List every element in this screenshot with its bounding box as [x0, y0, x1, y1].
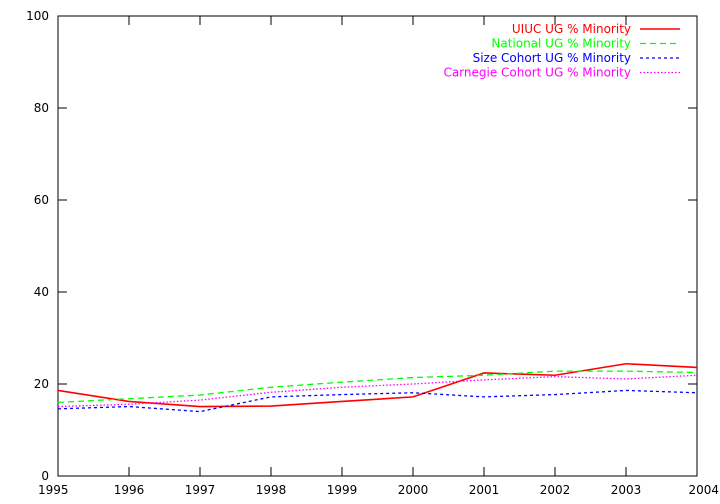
x-tick-label: 1995 — [38, 483, 69, 497]
legend-label: Size Cohort UG % Minority — [473, 51, 631, 65]
y-tick-label: 20 — [34, 377, 49, 391]
series-line-2 — [57, 370, 698, 404]
x-tick-label: 1997 — [185, 483, 216, 497]
plot-frame — [57, 15, 698, 477]
series-line-3 — [57, 389, 698, 413]
legend-label: UIUC UG % Minority — [512, 22, 631, 36]
legend-label: National UG % Minority — [491, 37, 631, 51]
axes — [57, 15, 698, 477]
x-axis-ticks: 1995 1996 1997 1998 1999 2000 2001 2002 2003 2004 — [38, 16, 719, 497]
x-tick-label: 2001 — [469, 483, 500, 497]
series-lines — [57, 362, 698, 413]
y-tick-label: 60 — [34, 193, 49, 207]
y-tick-label: 100 — [26, 9, 49, 23]
x-tick-label: 1996 — [114, 483, 145, 497]
x-tick-label: 2002 — [540, 483, 571, 497]
legend-label: Carnegie Cohort UG % Minority — [443, 66, 631, 80]
y-tick-label: 40 — [34, 285, 49, 299]
x-tick-label: 1999 — [327, 483, 358, 497]
y-axis-ticks: 0 20 40 60 80 100 — [26, 9, 697, 483]
y-tick-label: 0 — [41, 469, 49, 483]
x-tick-label: 2003 — [611, 483, 642, 497]
x-tick-label: 1998 — [256, 483, 287, 497]
y-tick-label: 80 — [34, 101, 49, 115]
series-line-1 — [57, 362, 698, 408]
x-tick-label: 2004 — [688, 483, 719, 497]
x-tick-label: 2000 — [398, 483, 429, 497]
